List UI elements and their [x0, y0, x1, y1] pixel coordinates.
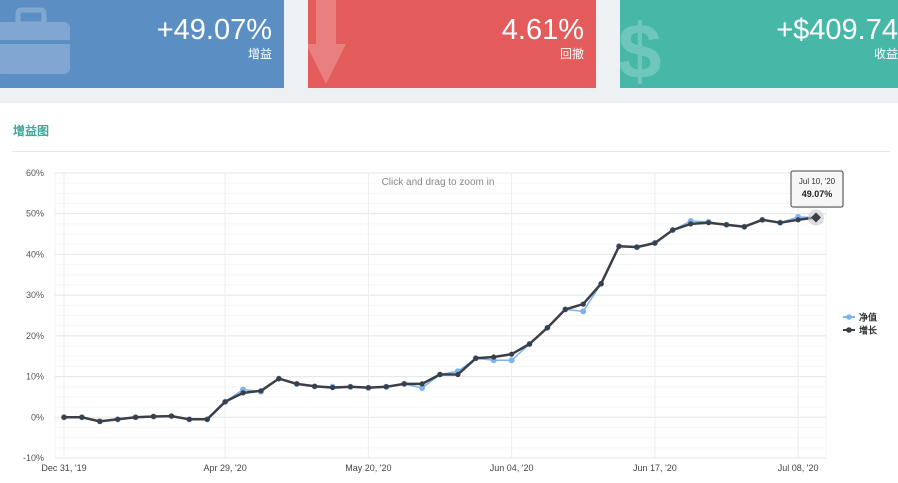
data-point — [383, 384, 389, 390]
data-point — [616, 243, 622, 249]
data-point — [634, 244, 640, 250]
data-point — [222, 399, 228, 405]
x-tick-label: Dec 31, '19 — [41, 463, 86, 473]
y-tick-label: 20% — [26, 331, 44, 341]
hover-marker — [811, 212, 821, 223]
data-point — [276, 376, 282, 382]
data-point — [347, 384, 354, 390]
data-point — [795, 217, 801, 223]
data-point — [670, 227, 676, 233]
data-point — [688, 221, 694, 227]
data-point — [580, 301, 586, 307]
data-point — [115, 416, 121, 422]
data-point — [329, 384, 336, 391]
panel-divider — [12, 151, 890, 152]
profit-label: 收益 — [873, 47, 898, 61]
gain-value: +49.07% — [156, 14, 272, 46]
y-tick-label: 40% — [26, 249, 44, 259]
data-point — [258, 388, 264, 394]
x-tick-label: Jul 08, '20 — [778, 463, 819, 473]
tooltip-box — [790, 170, 844, 208]
data-point — [705, 220, 712, 226]
data-point — [652, 240, 658, 246]
data-point — [777, 220, 783, 226]
tooltip-date: Jul 10, '20 — [799, 177, 836, 186]
data-point — [365, 384, 371, 391]
svg-text:$: $ — [620, 7, 661, 88]
data-point — [509, 351, 515, 357]
gain-label: 增益 — [247, 47, 272, 61]
data-point — [508, 357, 515, 364]
x-tick-label: Jun 17, '20 — [633, 463, 677, 473]
data-point — [97, 418, 103, 424]
y-tick-label: -10% — [23, 453, 44, 463]
drawdown-card: 4.61% 回撤 — [308, 0, 596, 88]
legend-label: 净值 — [859, 312, 877, 323]
data-point — [401, 381, 407, 387]
data-point — [419, 381, 425, 387]
data-point — [759, 217, 765, 223]
gain-card: +49.07% 增益 — [0, 0, 284, 88]
briefcase-icon — [0, 7, 70, 74]
data-point — [562, 306, 568, 312]
data-point — [580, 308, 587, 315]
x-tick-label: May 20, '20 — [345, 463, 391, 473]
drawdown-label: 回撤 — [559, 47, 584, 61]
data-point — [473, 355, 479, 361]
panel-title: 增益图 — [13, 124, 50, 138]
data-point — [79, 414, 85, 420]
data-point — [419, 384, 426, 391]
data-point — [598, 281, 604, 287]
gain-chart-panel: 增益图 -10% 0% 10% 20% 30% 40% 50% 60% Dec 31, '19 A… — [0, 103, 898, 483]
zoom-hint: Click and drag to zoom in — [382, 177, 495, 188]
dollar-icon: $ — [620, 7, 661, 88]
drawdown-value: 4.61% — [501, 14, 584, 46]
data-point — [294, 381, 300, 387]
legend-label: 增长 — [859, 325, 878, 336]
data-point — [455, 371, 461, 378]
tooltip-value: 49.07% — [802, 189, 833, 199]
data-point — [526, 341, 533, 347]
data-point — [491, 354, 497, 360]
x-tick-label: Apr 29, '20 — [204, 463, 247, 473]
data-point — [133, 414, 139, 420]
legend-marker — [846, 327, 852, 333]
y-tick-label: 0% — [31, 412, 44, 422]
x-tick-label: Jun 04, '20 — [490, 463, 534, 473]
data-point — [544, 325, 551, 331]
y-tick-label: 30% — [26, 290, 44, 300]
y-tick-label: 50% — [26, 209, 44, 219]
data-point — [186, 416, 192, 422]
legend-marker — [846, 314, 852, 320]
y-tick-label: 10% — [26, 372, 44, 382]
data-point — [723, 222, 730, 228]
profit-card: $ +$409.74 收益 — [620, 0, 898, 88]
gain-chart[interactable]: -10% 0% 10% 20% 30% 40% 50% 60% Dec 31, '19 Apr 2… — [0, 103, 898, 483]
data-point — [61, 414, 67, 420]
data-point — [240, 390, 246, 396]
data-point — [168, 413, 175, 419]
data-point — [312, 383, 318, 389]
data-point — [437, 371, 443, 378]
data-point — [204, 416, 210, 422]
data-point — [741, 224, 747, 230]
profit-value: +$409.74 — [776, 14, 898, 46]
y-tick-label: 60% — [26, 168, 44, 178]
arrow-down-icon — [308, 0, 346, 84]
data-point — [150, 413, 157, 420]
